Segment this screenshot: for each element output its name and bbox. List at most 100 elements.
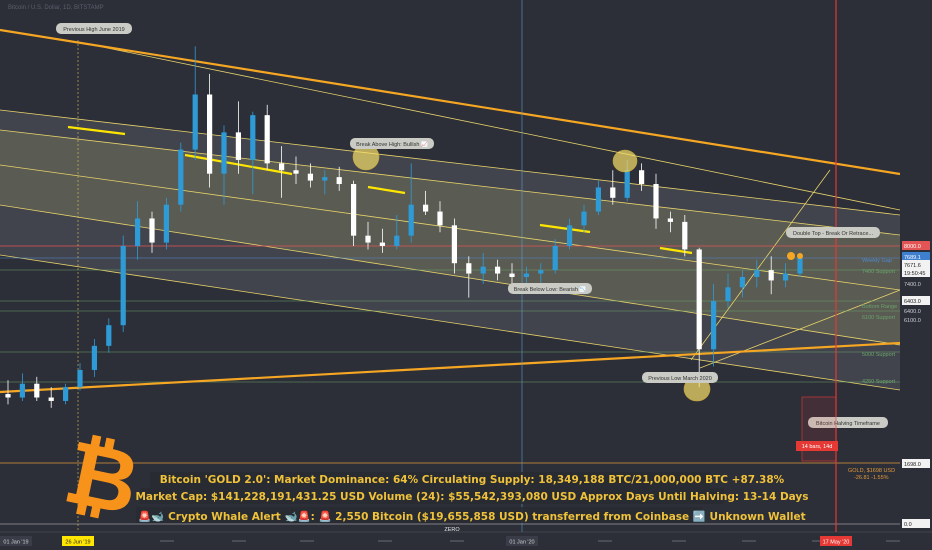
candle-body: [221, 132, 227, 174]
x-tick-box: [506, 536, 538, 546]
y-tick-label: 6100.0: [904, 318, 921, 324]
info-line1: Bitcoin 'GOLD 2.0': Market Dominance: 64…: [159, 474, 785, 486]
candle-body: [567, 225, 573, 246]
candle-body: [5, 394, 11, 398]
candle-body: [120, 246, 126, 326]
candle-body: [696, 249, 702, 350]
candle-body: [552, 246, 558, 271]
candle-body: [739, 276, 745, 288]
candle-body: [207, 94, 213, 174]
level-label: 7400 Support: [862, 269, 895, 275]
halving-range-label: 14 bars, 14d: [802, 444, 833, 450]
candle-body: [178, 149, 184, 205]
x-axis-minor-tick: [232, 540, 246, 542]
x-axis-minor-tick: [598, 540, 612, 542]
y-tick-box: [902, 260, 930, 269]
y-tick-label: 7400.0: [904, 282, 921, 288]
candle-body: [408, 204, 414, 236]
x-axis-minor-tick: [160, 540, 174, 542]
symbol-header: Bitcoin / U.S. Dollar, 1D, BITSTAMP: [8, 5, 104, 11]
x-axis-minor-ticks: [160, 540, 900, 542]
candle-body: [480, 266, 486, 274]
annotation-bubbles: Previous High June 2019 Break Above High…: [56, 23, 888, 428]
x-tick-box: [62, 536, 94, 546]
x-tick-box: [820, 536, 852, 546]
candle-body: [711, 301, 717, 350]
candle-body: [624, 170, 630, 198]
x-tick-label: 01 Jan '19: [3, 540, 28, 546]
marker-dot: [787, 252, 795, 260]
y-tick-box: [902, 519, 930, 528]
candle-body: [250, 115, 256, 160]
candle-body: [293, 170, 299, 174]
candle-body: [235, 132, 241, 160]
level-label: -26.81 -1.55%: [854, 475, 889, 481]
y-ticks: 8000.0 7689.1 7671.6 19:50:45 7400.0 6403.0 64…: [902, 241, 930, 528]
x-axis-minor-tick: [300, 540, 314, 542]
y-tick-box: [902, 296, 930, 305]
level-label: Weekly Gap: [862, 258, 892, 264]
annotation-halving: Bitcoin Halving Timeframe: [816, 421, 880, 427]
x-ticks: 01 Jan '19 26 Jun '19 01 Jan '20 17 May '20: [0, 536, 852, 546]
level-label: GOLD, $1698 USD: [848, 468, 895, 474]
y-tick-label: 8000.0: [904, 244, 921, 250]
candle-body: [653, 184, 659, 219]
y-tick-box: [902, 268, 930, 277]
descending-channel-inner: [0, 130, 900, 345]
candle-body: [91, 345, 97, 370]
candle-body: [783, 273, 789, 281]
candle-body: [19, 383, 25, 398]
candle-body: [149, 218, 155, 243]
info-box-line1: [150, 472, 710, 488]
level-label: 6100 Support: [862, 315, 895, 321]
descending-channel-fill: [0, 110, 900, 390]
candle-body: [466, 263, 472, 274]
x-tick-label: 26 Jun '19: [65, 540, 90, 546]
candle-body: [538, 270, 544, 274]
y-tick-label: 6400.0: [904, 309, 921, 315]
x-axis-minor-tick: [378, 540, 392, 542]
candle-body: [365, 235, 371, 243]
candle-body: [595, 187, 601, 212]
info-line3: 🚨🐋 Crypto Whale Alert 🐋🚨: 🚨 2,550 Bitcoi…: [138, 511, 806, 523]
y-tick-label: 1698.0: [904, 462, 921, 468]
orange-trendlines: [0, 28, 901, 394]
candle-body: [451, 225, 457, 264]
candle-body: [523, 273, 529, 277]
annotation-break-below: Break Below Low: Bearish 📉: [514, 286, 587, 293]
info-box-line3: [136, 507, 702, 523]
candle-body: [279, 163, 285, 171]
y-tick-label: 6403.0: [904, 299, 921, 305]
x-tick-label: 17 May '20: [823, 540, 850, 546]
x-axis-minor-tick: [672, 540, 686, 542]
candle-body: [322, 177, 328, 181]
candle-body: [754, 270, 760, 277]
candles-group: [5, 46, 803, 408]
annotation-break-above: Break Above High: Bullish 📈: [356, 141, 428, 148]
candle-body: [77, 369, 83, 388]
candle-body: [336, 177, 342, 185]
candle-body: [639, 170, 645, 185]
x-axis-minor-tick: [450, 540, 464, 542]
annotation-double-top: Double Top - Break Or Retrace...: [793, 231, 873, 237]
annotation-prev-low: Previous Low March 2020: [648, 376, 712, 382]
y-tick-box: [902, 252, 930, 261]
candle-body: [163, 204, 169, 243]
halving-range-box: [801, 396, 837, 462]
candle-body: [725, 287, 731, 302]
info-line2: Market Cap: $141,228,191,431.25 USD Volu…: [135, 491, 809, 503]
horizontal-levels: [0, 245, 900, 525]
candle-body: [581, 211, 587, 226]
candle-body: [106, 325, 112, 346]
level-label: 4250 Support: [862, 379, 895, 385]
candle-body: [682, 221, 688, 250]
candle-body: [797, 256, 803, 274]
x-axis-minor-tick: [886, 540, 900, 542]
halving-range-label-box: [796, 441, 838, 451]
info-box-line2: [140, 488, 724, 504]
candle-body: [768, 270, 774, 281]
candle-body: [610, 187, 616, 198]
time-axis: [0, 532, 932, 550]
